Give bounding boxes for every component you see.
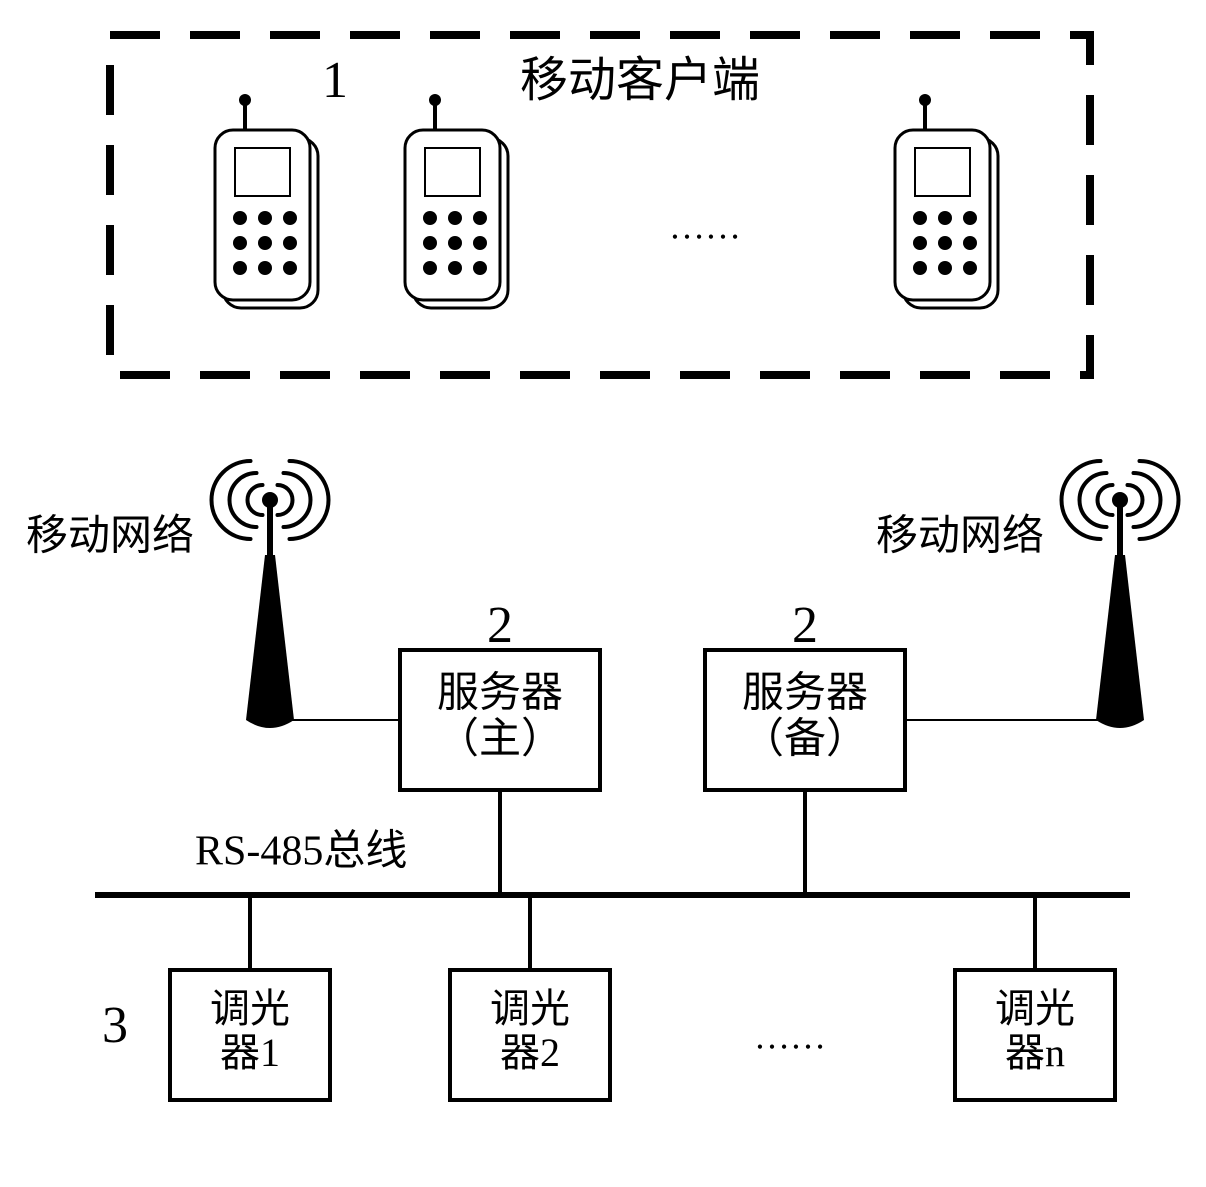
- antenna-left-label: 移动网络: [26, 513, 194, 560]
- dimmer-3-line2: 器n: [1005, 1030, 1065, 1075]
- mobile-clients-number: 1: [322, 52, 348, 109]
- server-main-number: 2: [487, 597, 513, 654]
- antenna-right-label: 移动网络: [876, 513, 1044, 560]
- dimmer-3-line1: 调光: [995, 986, 1075, 1031]
- bus-label: RS-485总线: [195, 829, 407, 875]
- server-backup-number: 2: [792, 597, 818, 654]
- server-backup-line2: （备）: [742, 717, 868, 763]
- dimmer-2-line2: 器2: [500, 1030, 560, 1075]
- mobile-clients-title: 移动客户端: [520, 54, 760, 107]
- dimmers-number: 3: [102, 997, 128, 1054]
- server-main-line2: （主）: [437, 717, 563, 763]
- server-backup-line1: 服务器: [742, 671, 868, 717]
- dimmer-2-line1: 调光: [490, 986, 570, 1031]
- dimmer-1-line1: 调光: [210, 986, 290, 1031]
- dimmers-ellipsis: ……: [754, 1016, 826, 1056]
- phones-ellipsis: ……: [669, 206, 741, 246]
- dimmer-1-line2: 器1: [220, 1030, 280, 1075]
- server-main-line1: 服务器: [437, 671, 563, 717]
